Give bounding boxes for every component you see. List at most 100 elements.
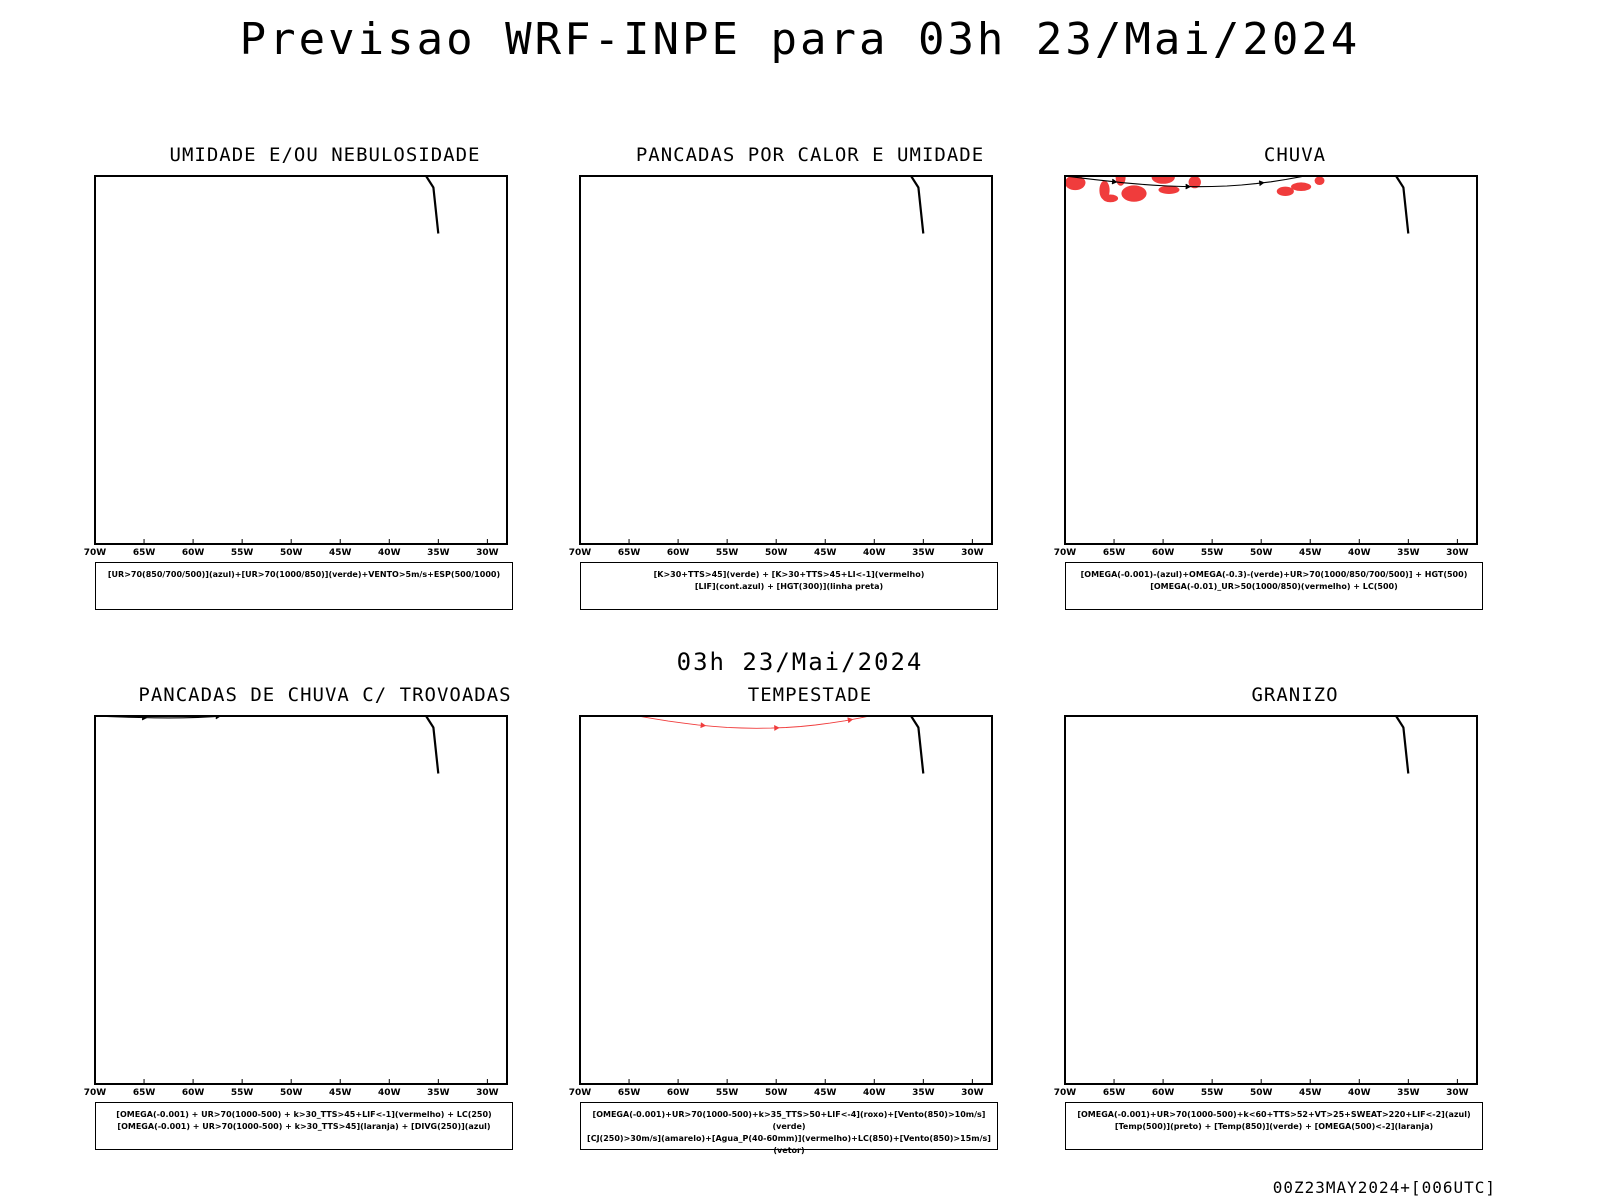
legend-line: [K>30+TTS>45](verde) + [K>30+TTS>45+LI<-… [653, 570, 925, 579]
map-frame [94, 715, 508, 1085]
lon-label: 65W [133, 548, 156, 558]
streamline-group [626, 716, 872, 731]
legend-box: [OMEGA(-0.001)+UR>70(1000-500)+k<60+TTS>… [1065, 1102, 1483, 1150]
legend-box: [OMEGA(-0.001)-(azul)+OMEGA(-0.3)-(verde… [1065, 562, 1483, 610]
legend-line: [OMEGA(-0.001)-(azul)+OMEGA(-0.3)-(verde… [1080, 570, 1468, 579]
lon-label: 70W [569, 548, 592, 558]
map-chuva: 12S15S18S21S24S27S30S33S36S39S42S70W65W6… [1054, 175, 1478, 558]
panel-umidade: UMIDADE E/OU NEBULOSIDADE 12S15S18S21S24… [75, 144, 575, 624]
lon-label: 35W [1397, 1088, 1420, 1098]
map-trovoadas: 12S15S18S21S24S27S30S33S36S39S42S70W65W6… [84, 712, 508, 1098]
lon-label: 45W [329, 1088, 352, 1098]
speckle [1121, 185, 1147, 202]
lon-label: 55W [231, 1088, 254, 1098]
cyclone-ring [422, 712, 495, 713]
lon-label: 65W [1103, 1088, 1126, 1098]
lon-label: 65W [1103, 548, 1126, 558]
lon-label: 35W [912, 548, 935, 558]
lon-label: 50W [765, 1088, 788, 1098]
panel-title: TEMPESTADE [747, 684, 873, 706]
map-background [580, 176, 992, 544]
panel-pancadas-calor: PANCADAS POR CALOR E UMIDADE 12S15S18S21… [560, 144, 1060, 624]
lon-label: 60W [667, 1088, 690, 1098]
streamline [95, 716, 230, 719]
map-frame [579, 715, 993, 1085]
streamline-arrow [289, 172, 294, 173]
map-frame [94, 175, 508, 545]
legend-box: [UR>70(850/700/500)](azul)+[UR>70(1000/8… [95, 562, 513, 610]
speckle [1188, 176, 1201, 189]
legend-line: [OMEGA(-0.01)_UR>50(1000/850)(vermelho) … [1150, 582, 1398, 591]
lon-label: 30W [961, 548, 984, 558]
map-background [1065, 176, 1477, 544]
streamline-arrow [847, 717, 854, 723]
lon-label: 65W [133, 1088, 156, 1098]
lon-label: 50W [765, 548, 788, 558]
middle-date: 03h 23/Mai/2024 [676, 648, 924, 676]
map-background [580, 716, 992, 1084]
lon-label: 55W [716, 1088, 739, 1098]
lon-label: 40W [863, 1088, 886, 1098]
legend-line: [UR>70(850/700/500)](azul)+[UR>70(1000/8… [107, 570, 501, 579]
legend-line: [CJ(250)>30m/s](amarelo)+[Agua_P(40-60mm… [587, 1134, 991, 1155]
streamline-arrow [700, 722, 707, 729]
lon-label: 70W [84, 548, 107, 558]
legend-line: [Temp(500)](preto) + [Temp(850)](verde) … [1114, 1122, 1434, 1131]
lon-label: 50W [1250, 548, 1273, 558]
lon-label: 45W [814, 548, 837, 558]
lon-label: 55W [231, 548, 254, 558]
streamline-group [95, 172, 507, 173]
lon-label: 55W [716, 548, 739, 558]
speckle [1065, 176, 1086, 191]
map-tempestade: 12S15S18S21S24S27S30S33S36S39S42S70W65W6… [569, 715, 993, 1098]
lon-label: 35W [427, 548, 450, 558]
streamline-group [1065, 176, 1307, 190]
lon-label: 45W [329, 548, 352, 558]
lon-label: 50W [280, 1088, 303, 1098]
lon-label: 30W [961, 1088, 984, 1098]
lon-label: 40W [1348, 1088, 1371, 1098]
panel-content [626, 716, 925, 774]
streamline-arrow [216, 172, 221, 173]
panel-title: PANCADAS POR CALOR E UMIDADE [635, 144, 985, 166]
legend-box: [K>30+TTS>45](verde) + [K>30+TTS>45+LI<-… [580, 562, 998, 610]
legend-line: [OMEGA(-0.001)+UR>70(1000-500)+k>35_TTS>… [592, 1110, 986, 1131]
streamline [1065, 176, 1307, 188]
lon-label: 45W [1299, 548, 1322, 558]
lon-label: 45W [1299, 1088, 1322, 1098]
lon-label: 35W [427, 1088, 450, 1098]
speckle [1276, 186, 1294, 197]
lon-label: 70W [569, 1088, 592, 1098]
streamline-arrow [1185, 183, 1192, 190]
legend-line: [LIF](cont.azul) + [HGT(300)](linha pret… [694, 582, 884, 591]
lon-label: 55W [1201, 548, 1224, 558]
map-granizo: 12S15S18S21S24S27S30S33S36S39S42S70W65W6… [1054, 715, 1478, 1098]
panel-tempestade: TEMPESTADE 12S15S18S21S24S27S30S33S36S39… [560, 684, 1060, 1164]
panel-title: GRANIZO [1251, 684, 1339, 706]
map-pancadas-calor: 12S15S18S21S24S27S30S33S36S39S42S70W65W6… [569, 175, 993, 558]
lon-label: 60W [1152, 1088, 1175, 1098]
streamline-arrow [1111, 178, 1118, 185]
legend-line: [OMEGA(-0.001)+UR>70(1000-500)+k<60+TTS>… [1077, 1110, 1471, 1119]
lon-label: 50W [1250, 1088, 1273, 1098]
panel-title: CHUVA [1263, 144, 1327, 166]
streamline [635, 716, 872, 729]
streamline-arrow [773, 725, 780, 731]
map-frame [1064, 715, 1478, 1085]
lon-label: 60W [667, 548, 690, 558]
lon-label: 45W [814, 1088, 837, 1098]
lon-label: 70W [1054, 1088, 1077, 1098]
streamline-arrow [1258, 180, 1265, 186]
run-stamp: 00Z23MAY2024+[006UTC] [1272, 1178, 1496, 1197]
legend-line: [OMEGA(-0.001) + UR>70(1000-500) + k>30_… [116, 1110, 492, 1119]
lon-label: 40W [378, 1088, 401, 1098]
speckle [1115, 176, 1126, 186]
cyclone-rings [422, 712, 495, 713]
map-umidade: 12S15S18S21S24S27S30S33S36S39S42S70W65W6… [84, 172, 508, 558]
lon-label: 30W [1446, 1088, 1469, 1098]
lon-label: 35W [912, 1088, 935, 1098]
legend-line: [OMEGA(-0.001) + UR>70(1000-500) + k>30_… [117, 1122, 491, 1131]
lon-label: 60W [182, 1088, 205, 1098]
lon-label: 70W [84, 1088, 107, 1098]
panel-title: PANCADAS DE CHUVA C/ TROVOADAS [138, 684, 512, 706]
